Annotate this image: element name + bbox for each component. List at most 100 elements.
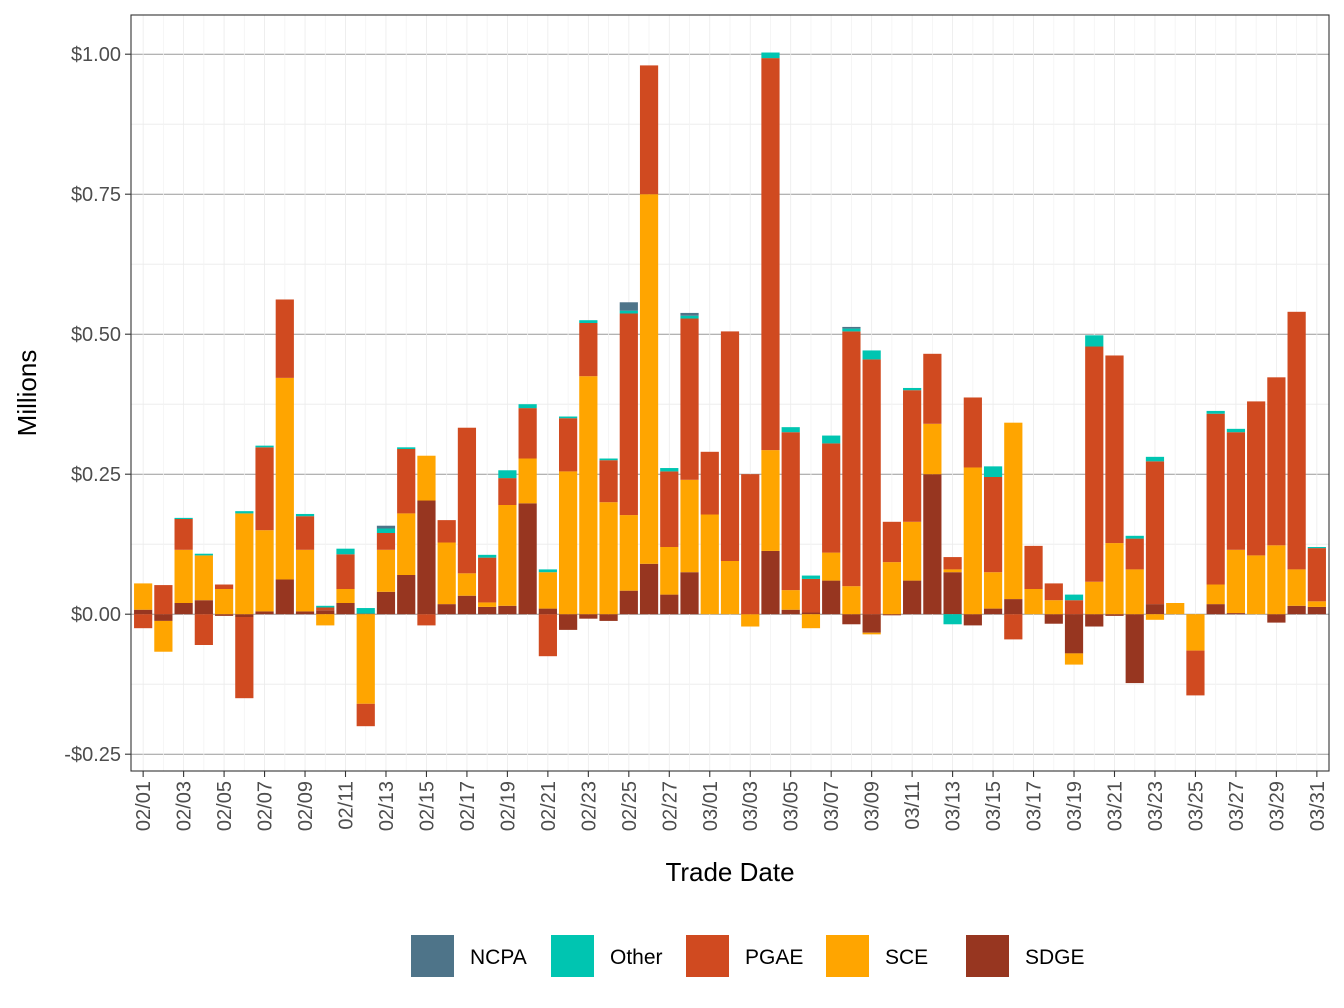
y-tick-label: $1.00 (71, 44, 121, 66)
bar-other-02-25 (619, 310, 638, 314)
bar-pgae-02-01 (134, 614, 153, 629)
bar-sce-03-13 (943, 569, 962, 573)
bar-pgae-02-24 (599, 460, 618, 503)
bar-sdge-02-14 (397, 575, 416, 615)
bar-sce-03-20 (1085, 581, 1104, 615)
bar-sdge-03-20 (1085, 614, 1104, 627)
bar-sce-03-19 (1064, 653, 1084, 665)
legend-label: PGAE (745, 946, 803, 969)
bar-sce-02-04 (194, 555, 213, 601)
bar-sdge-02-19 (498, 605, 517, 615)
bar-sdge-02-24 (599, 614, 618, 621)
bar-sce-03-09 (862, 632, 881, 635)
bar-sce-02-21 (538, 572, 557, 609)
bar-sce-03-30 (1287, 569, 1306, 606)
legend-key-ncpa (411, 935, 454, 977)
bar-other-03-19 (1064, 594, 1084, 601)
bar-ncpa-02-25 (619, 302, 638, 311)
bar-sce-03-26 (1206, 584, 1225, 605)
bar-pgae-02-04 (194, 614, 213, 645)
x-axis-title: Trade Date (665, 857, 794, 887)
legend: NCPA Other PGAE SCE SDGE (411, 935, 1085, 977)
bar-sce-02-18 (478, 602, 497, 607)
bar-pgae-03-08 (842, 331, 861, 587)
bar-pgae-03-29 (1267, 377, 1286, 546)
bar-other-02-19 (498, 470, 517, 479)
bar-sce-03-23 (1145, 614, 1165, 620)
bar-sdge-02-20 (518, 503, 537, 615)
bar-pgae-03-06 (801, 578, 821, 613)
y-tick-label: $0.25 (71, 464, 121, 486)
x-tick-label: 03/07 (821, 781, 843, 831)
bar-sce-03-28 (1247, 555, 1266, 615)
plot-panel-border (130, 14, 1330, 772)
bar-other-03-26 (1206, 410, 1225, 414)
bar-pgae-02-07 (255, 447, 274, 531)
bar-pgae-03-28 (1247, 401, 1266, 556)
bar-sce-03-31 (1307, 601, 1326, 607)
bar-pgae-02-02 (154, 585, 173, 615)
bar-pgae-03-19 (1064, 600, 1084, 615)
bar-other-03-20 (1085, 335, 1104, 347)
bar-sce-03-08 (842, 586, 861, 615)
bar-pgae-02-05 (214, 584, 234, 589)
bar-sdge-03-05 (781, 609, 800, 615)
bar-sdge-02-06 (235, 614, 254, 617)
bar-pgae-02-03 (174, 519, 193, 550)
bar-pgae-02-26 (639, 65, 659, 195)
bar-sdge-03-31 (1307, 606, 1326, 615)
bar-sce-03-27 (1226, 549, 1246, 614)
x-tick-label: 02/01 (133, 781, 155, 831)
x-tick-label: 02/27 (659, 781, 681, 831)
bar-sdge-03-11 (903, 580, 922, 615)
bar-sdge-03-14 (963, 614, 982, 626)
bar-pgae-02-10 (316, 607, 335, 611)
x-tick-label: 03/21 (1105, 781, 1127, 831)
bar-sce-02-26 (639, 194, 659, 564)
bar-pgae-03-27 (1226, 432, 1246, 550)
bar-sdge-03-21 (1105, 614, 1124, 616)
bar-other-02-21 (538, 569, 557, 573)
x-tick-label: 03/15 (983, 781, 1005, 831)
bar-sdge-03-19 (1064, 614, 1084, 654)
bar-pgae-02-19 (498, 478, 517, 505)
bar-sdge-02-15 (417, 500, 436, 615)
bar-other-02-24 (599, 458, 618, 461)
legend-key-pgae (686, 935, 729, 977)
bar-sdge-03-27 (1226, 613, 1246, 615)
x-tick-label: 03/27 (1226, 781, 1248, 831)
bar-pgae-02-08 (275, 299, 294, 378)
bar-other-03-31 (1307, 547, 1326, 549)
bar-sce-02-03 (174, 549, 193, 603)
x-tick-label: 03/29 (1266, 781, 1288, 831)
legend-key-sdge (966, 935, 1009, 977)
bar-other-03-13 (943, 614, 962, 625)
bar-pgae-02-06 (235, 617, 254, 699)
bar-pgae-03-21 (1105, 355, 1124, 544)
y-tick-label: $0.00 (71, 604, 121, 626)
bar-sdge-03-22 (1125, 614, 1144, 684)
bars (134, 52, 1326, 727)
bar-sdge-02-02 (154, 614, 173, 621)
bar-sdge-03-09 (862, 614, 881, 633)
bar-other-02-03 (174, 517, 193, 519)
legend-key-other (551, 935, 594, 977)
bar-sce-02-01 (134, 583, 153, 610)
bar-sce-03-16 (1004, 422, 1023, 600)
bar-sce-02-22 (559, 471, 578, 615)
bar-pgae-02-17 (457, 427, 477, 574)
x-tick-label: 02/21 (538, 781, 560, 831)
bar-other-02-11 (336, 548, 355, 555)
bar-other-02-12 (356, 608, 375, 614)
bar-sdge-02-17 (457, 595, 477, 615)
bar-pgae-02-12 (356, 703, 375, 727)
legend-key-sce (826, 935, 869, 977)
bar-other-02-28 (680, 315, 699, 319)
bar-pgae-03-01 (700, 451, 719, 515)
bar-sce-03-15 (983, 572, 1003, 609)
bar-pgae-02-16 (437, 520, 456, 543)
bar-sdge-02-01 (134, 609, 153, 615)
bar-sdge-02-22 (559, 614, 578, 630)
bar-other-03-11 (903, 387, 922, 391)
x-tick-label: 03/05 (781, 781, 803, 831)
